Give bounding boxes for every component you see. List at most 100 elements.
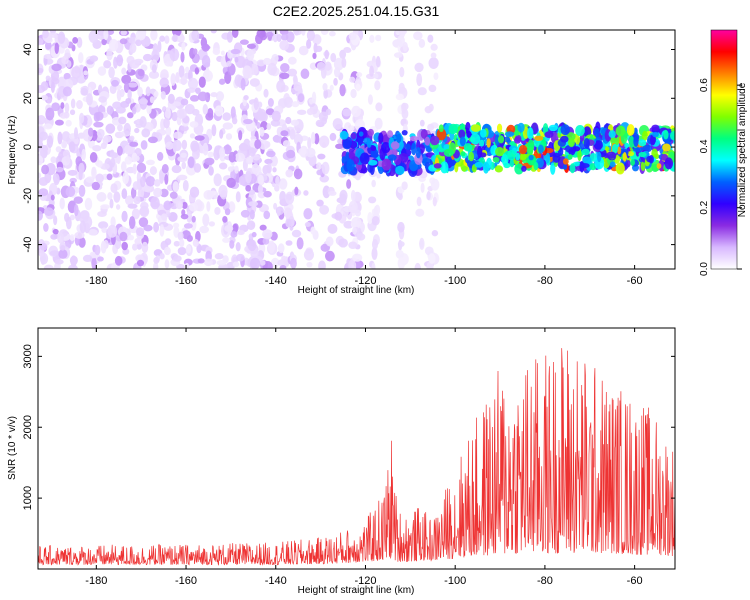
noise-blob — [285, 240, 293, 246]
noise-blob — [110, 157, 116, 168]
noise-blob — [214, 206, 221, 215]
noise-blob — [232, 261, 240, 268]
top-x-tick-label: -160 — [175, 275, 197, 287]
noise-blob — [137, 69, 145, 77]
noise-blob — [310, 131, 316, 145]
noise-blob — [324, 61, 332, 71]
noise-blob — [285, 218, 292, 228]
noise-blob — [262, 229, 273, 239]
band-blob — [420, 129, 428, 139]
band-blob — [566, 132, 576, 141]
noise-blob — [231, 117, 238, 125]
streak-blob — [395, 249, 404, 259]
noise-blob — [184, 103, 195, 115]
noise-blob — [78, 52, 84, 64]
streak-blob — [369, 34, 375, 43]
noise-blob — [98, 221, 109, 229]
streak-blob — [416, 73, 423, 87]
streak-blob — [426, 190, 431, 201]
band-blob — [370, 146, 376, 152]
noise-blob — [53, 215, 58, 226]
noise-blob — [64, 102, 70, 114]
noise-blob — [131, 208, 140, 220]
noise-blob — [69, 234, 75, 242]
noise-blob — [138, 98, 148, 105]
band-blob — [638, 151, 647, 158]
streak-blob — [350, 189, 356, 202]
streak-blob — [413, 31, 423, 41]
noise-blob — [109, 152, 119, 159]
noise-blob — [267, 240, 276, 254]
colorbar-tick-label: 0.4 — [699, 139, 710, 153]
noise-blob — [127, 234, 135, 241]
streak-blob — [351, 105, 361, 118]
colorbar-tick-label: 0.2 — [699, 200, 710, 214]
top-y-tick-label: -40 — [22, 237, 34, 253]
noise-blob — [63, 72, 71, 80]
noise-blob — [148, 71, 160, 79]
top-x-tick-label: -120 — [354, 275, 376, 287]
noise-blob — [246, 49, 255, 61]
band-blob — [401, 129, 408, 136]
noise-blob — [150, 30, 158, 41]
noise-blob — [263, 88, 269, 98]
noise-blob — [230, 48, 241, 55]
streak-blob — [402, 41, 408, 52]
band-blob — [509, 159, 515, 168]
streak-blob — [375, 55, 381, 68]
streak-blob — [419, 237, 425, 250]
noise-blob — [123, 82, 130, 94]
band-blob — [626, 124, 635, 136]
bottom-x-tick-label: -160 — [175, 575, 197, 587]
noise-blob — [208, 166, 214, 176]
noise-blob — [156, 151, 164, 161]
noise-blob — [235, 241, 241, 252]
noise-blob — [88, 30, 99, 44]
noise-blob — [54, 259, 64, 265]
noise-blob — [249, 209, 255, 220]
band-blob — [577, 148, 582, 162]
band-blob — [581, 148, 590, 156]
noise-blob — [65, 155, 71, 164]
noise-blob — [132, 181, 140, 191]
noise-blob — [126, 112, 134, 119]
noise-blob — [160, 90, 166, 100]
streak-blob — [367, 211, 373, 225]
band-blob — [507, 149, 516, 161]
noise-blob — [171, 165, 182, 174]
band-blob — [424, 136, 431, 146]
noise-blob — [224, 208, 231, 216]
noise-blob — [115, 204, 121, 210]
noise-blob — [279, 30, 289, 36]
noise-blob — [87, 118, 93, 126]
noise-blob — [253, 97, 259, 111]
noise-blob — [276, 34, 282, 42]
streak-blob — [375, 102, 383, 112]
noise-blob — [68, 141, 76, 153]
band-blob — [381, 158, 392, 171]
noise-blob — [172, 34, 178, 42]
noise-blob — [288, 56, 297, 65]
noise-blob — [251, 163, 260, 174]
streak-blob — [416, 196, 422, 207]
noise-blob — [84, 197, 93, 211]
noise-blob — [74, 186, 80, 194]
noise-blob — [111, 79, 119, 87]
noise-blob — [72, 37, 79, 44]
noise-blob — [248, 201, 259, 207]
noise-blob — [125, 97, 132, 104]
noise-blob — [278, 178, 288, 190]
band-blob — [534, 135, 544, 141]
noise-blob — [276, 207, 281, 217]
noise-blob — [62, 86, 72, 97]
noise-blob — [153, 179, 161, 187]
noise-blob — [38, 67, 44, 74]
noise-blob — [91, 166, 97, 179]
noise-blob — [151, 49, 160, 62]
band-blob — [504, 131, 515, 137]
noise-blob — [277, 259, 288, 267]
top-x-axis-label: Height of straight line (km) — [298, 285, 415, 296]
noise-blob — [348, 259, 357, 269]
bottom-x-tick-label: -60 — [627, 575, 643, 587]
colorbar-tick-label: 0.6 — [699, 78, 710, 92]
